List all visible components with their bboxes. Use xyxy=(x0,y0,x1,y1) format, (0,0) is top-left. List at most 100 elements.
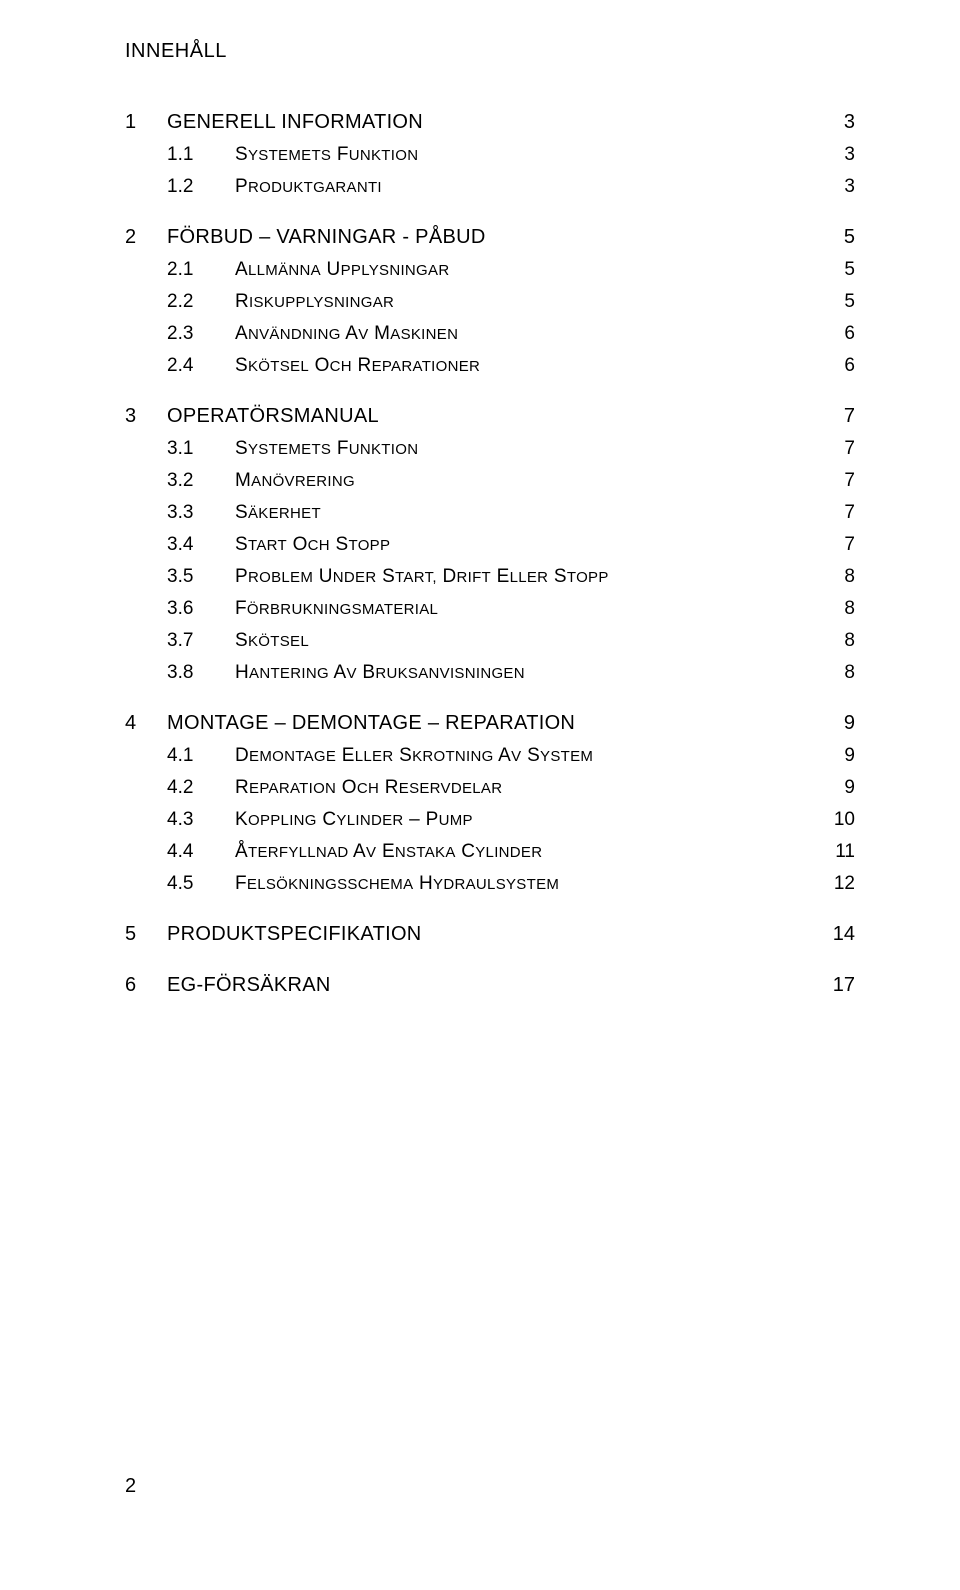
toc-entry-number: 2.1 xyxy=(167,259,235,281)
toc-entry: 2.1ALLMÄNNA UPPLYSNINGAR 5 xyxy=(125,259,855,281)
toc-entry-number: 3.2 xyxy=(167,470,235,492)
toc-entry-text: FELSÖKNINGSSCHEMA HYDRAULSYSTEM xyxy=(235,873,559,895)
toc-entry: 4.1DEMONTAGE ELLER SKROTNING AV SYSTEM 9 xyxy=(125,745,855,767)
toc-entry-page: 9 xyxy=(844,745,855,767)
toc-entry-page: 8 xyxy=(844,662,855,684)
toc-entry: 3.4START OCH STOPP7 xyxy=(125,534,855,556)
toc-entry-number: 4.5 xyxy=(167,873,235,895)
toc-entry-page: 7 xyxy=(844,405,855,428)
toc-entry-text: KOPPLING CYLINDER – PUMP xyxy=(235,809,473,831)
toc-entry-page: 5 xyxy=(844,226,855,249)
toc-entry-number: 3.6 xyxy=(167,598,235,620)
toc-entry-page: 11 xyxy=(835,841,855,863)
toc-entry-page: 5 xyxy=(844,259,855,281)
toc-entry: 4.3KOPPLING CYLINDER – PUMP 10 xyxy=(125,809,855,831)
toc-entry: 3OPERATÖRSMANUAL 7 xyxy=(125,405,855,428)
toc-entry-text: MONTAGE – DEMONTAGE – REPARATION xyxy=(167,712,575,735)
toc-entry-text: ALLMÄNNA UPPLYSNINGAR xyxy=(235,259,449,281)
toc-entry-number: 4.3 xyxy=(167,809,235,831)
toc-title: INNEHÅLL xyxy=(125,40,855,63)
toc-entry-number: 1 xyxy=(125,111,167,134)
toc-entry: 1.2PRODUKTGARANTI 3 xyxy=(125,176,855,198)
toc-entry-text: ÅTERFYLLNAD AV ENSTAKA CYLINDER xyxy=(235,841,542,863)
toc-entry-text: RISKUPPLYSNINGAR xyxy=(235,291,394,313)
toc-entry: 4MONTAGE – DEMONTAGE – REPARATION 9 xyxy=(125,712,855,735)
page-number: 2 xyxy=(125,1475,136,1498)
toc-entry: 1GENERELL INFORMATION 3 xyxy=(125,111,855,134)
toc-entry-page: 7 xyxy=(844,502,855,524)
toc-entry-number: 3.3 xyxy=(167,502,235,524)
toc-entry-number: 1.2 xyxy=(167,176,235,198)
toc-entry-number: 4.4 xyxy=(167,841,235,863)
toc-entry-number: 4 xyxy=(125,712,167,735)
toc-entry: 3.3SÄKERHET 7 xyxy=(125,502,855,524)
toc-entry: 2FÖRBUD – VARNINGAR - PÅBUD 5 xyxy=(125,226,855,249)
toc-entry-text: EG-FÖRSÄKRAN xyxy=(167,974,331,997)
toc-entry-text: REPARATION OCH RESERVDELAR xyxy=(235,777,502,799)
toc-entry: 3.2MANÖVRERING 7 xyxy=(125,470,855,492)
toc-entry-page: 3 xyxy=(844,144,855,166)
toc-entry-text: FÖRBUD – VARNINGAR - PÅBUD xyxy=(167,226,486,249)
toc-entry: 2.3ANVÄNDNING AV MASKINEN 6 xyxy=(125,323,855,345)
toc-entry-text: ANVÄNDNING AV MASKINEN xyxy=(235,323,458,345)
toc-entry-text: PRODUKTSPECIFIKATION xyxy=(167,923,422,946)
toc-entry: 3.1SYSTEMETS FUNKTION 7 xyxy=(125,438,855,460)
toc-entry-number: 2 xyxy=(125,226,167,249)
toc-entry-page: 3 xyxy=(844,176,855,198)
toc-entry-text: SYSTEMETS FUNKTION xyxy=(235,144,418,166)
toc-entry-number: 4.1 xyxy=(167,745,235,767)
toc-entry-number: 3.8 xyxy=(167,662,235,684)
toc-entry-page: 12 xyxy=(834,873,855,895)
toc-entry-text: PROBLEM UNDER START, DRIFT ELLER STOPP xyxy=(235,566,609,588)
toc-entry-page: 7 xyxy=(844,470,855,492)
toc-entry-page: 8 xyxy=(844,566,855,588)
toc-entry: 4.5FELSÖKNINGSSCHEMA HYDRAULSYSTEM 12 xyxy=(125,873,855,895)
toc-entry: 3.8HANTERING AV BRUKSANVISNINGEN 8 xyxy=(125,662,855,684)
toc-entry-page: 14 xyxy=(833,923,855,946)
toc-entry: 4.4ÅTERFYLLNAD AV ENSTAKA CYLINDER 11 xyxy=(125,841,855,863)
toc-entry-text: OPERATÖRSMANUAL xyxy=(167,405,379,428)
toc-entry-text: SKÖTSEL OCH REPARATIONER xyxy=(235,355,480,377)
toc-entry-page: 8 xyxy=(844,630,855,652)
toc-entry-page: 6 xyxy=(844,355,855,377)
toc-entry-page: 8 xyxy=(844,598,855,620)
toc-entry: 1.1SYSTEMETS FUNKTION 3 xyxy=(125,144,855,166)
toc-entry: 3.5PROBLEM UNDER START, DRIFT ELLER STOP… xyxy=(125,566,855,588)
toc-entry-number: 3.1 xyxy=(167,438,235,460)
toc-entry-text: SYSTEMETS FUNKTION xyxy=(235,438,418,460)
toc-list: 1GENERELL INFORMATION31.1SYSTEMETS FUNKT… xyxy=(125,111,855,997)
toc-entry-page: 9 xyxy=(844,777,855,799)
toc-entry: 2.2RISKUPPLYSNINGAR 5 xyxy=(125,291,855,313)
toc-entry-number: 3.5 xyxy=(167,566,235,588)
toc-entry-number: 3 xyxy=(125,405,167,428)
toc-entry-text: HANTERING AV BRUKSANVISNINGEN xyxy=(235,662,525,684)
toc-entry-page: 10 xyxy=(834,809,855,831)
toc-entry-text: DEMONTAGE ELLER SKROTNING AV SYSTEM xyxy=(235,745,593,767)
toc-entry-number: 1.1 xyxy=(167,144,235,166)
toc-entry-page: 9 xyxy=(844,712,855,735)
toc-entry-text: SÄKERHET xyxy=(235,502,321,524)
toc-entry-page: 7 xyxy=(844,438,855,460)
toc-entry-number: 2.3 xyxy=(167,323,235,345)
toc-entry-page: 6 xyxy=(844,323,855,345)
toc-entry-text: SKÖTSEL xyxy=(235,630,309,652)
toc-entry-number: 6 xyxy=(125,974,167,997)
toc-entry-text: FÖRBRUKNINGSMATERIAL xyxy=(235,598,438,620)
toc-entry-page: 5 xyxy=(844,291,855,313)
toc-entry: 3.7SKÖTSEL 8 xyxy=(125,630,855,652)
toc-entry: 3.6FÖRBRUKNINGSMATERIAL 8 xyxy=(125,598,855,620)
toc-entry: 6EG-FÖRSÄKRAN 17 xyxy=(125,974,855,997)
toc-entry-text: GENERELL INFORMATION xyxy=(167,111,423,134)
toc-entry-number: 2.2 xyxy=(167,291,235,313)
toc-entry-text: PRODUKTGARANTI xyxy=(235,176,382,198)
toc-entry-number: 3.7 xyxy=(167,630,235,652)
toc-entry: 4.2REPARATION OCH RESERVDELAR9 xyxy=(125,777,855,799)
toc-entry-page: 7 xyxy=(844,534,855,556)
toc-entry-text: MANÖVRERING xyxy=(235,470,355,492)
toc-entry-page: 17 xyxy=(833,974,855,997)
toc-entry-number: 5 xyxy=(125,923,167,946)
toc-entry: 5PRODUKTSPECIFIKATION 14 xyxy=(125,923,855,946)
toc-entry: 2.4SKÖTSEL OCH REPARATIONER 6 xyxy=(125,355,855,377)
toc-entry-page: 3 xyxy=(844,111,855,134)
toc-entry-number: 2.4 xyxy=(167,355,235,377)
